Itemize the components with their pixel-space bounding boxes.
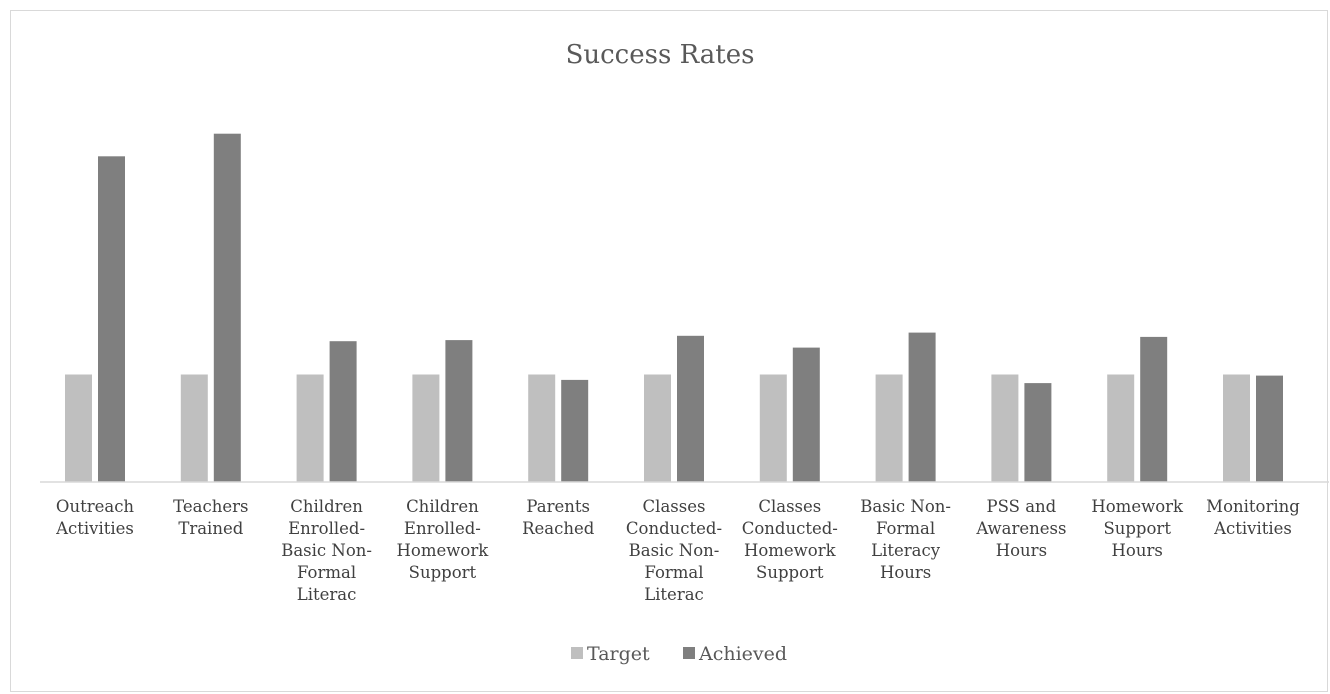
chart-title: Success Rates: [566, 40, 755, 70]
x-tick-label: Children Enrolled- Homework Support: [397, 497, 490, 582]
x-tick-label-line: Homework: [397, 541, 490, 560]
x-tick-label: Homework Support Hours: [1091, 497, 1184, 560]
bar-achieved-7: [908, 332, 936, 482]
bar-target-3: [412, 374, 440, 482]
legend-swatch-achieved: [683, 647, 695, 659]
x-tick-label-line: Enrolled-: [404, 519, 481, 538]
x-tick-label-line: Activities: [1213, 519, 1292, 538]
bar-target-5: [644, 374, 671, 482]
bar-target-6: [759, 374, 787, 482]
bar-achieved-9: [1140, 336, 1168, 482]
x-tick-label: Children Enrolled- Basic Non- Formal Literac: [281, 497, 372, 604]
bar-target-10: [1223, 374, 1250, 482]
x-tick-label-line: Conducted-: [742, 519, 838, 538]
x-tick-label: Parents Reached: [522, 497, 595, 538]
x-tick-label-line: Trained: [178, 519, 243, 538]
bar-achieved-4: [561, 379, 589, 482]
bar-target-8: [991, 374, 1019, 482]
x-tick-label-line: Reached: [522, 519, 595, 538]
legend-label-target: Target: [587, 643, 650, 665]
x-tick-label: Outreach Activities: [55, 497, 134, 538]
x-tick-label-line: Basic Non-: [629, 541, 720, 560]
x-tick-label-line: Outreach: [56, 497, 135, 516]
x-tick-label-line: Teachers: [173, 497, 248, 516]
x-tick-label-line: Support: [409, 563, 477, 582]
x-tick-label-line: Homework: [1091, 497, 1184, 516]
legend-swatch-target: [571, 647, 583, 659]
x-tick-label-line: Basic Non-: [281, 541, 372, 560]
x-tick-label-line: Children: [406, 497, 479, 516]
x-tick-label-line: Support: [1103, 519, 1171, 538]
bar-target-0: [65, 374, 92, 482]
x-tick-label-line: Hours: [996, 541, 1047, 560]
x-tick-label-line: Children: [290, 497, 363, 516]
bar-achieved-2: [329, 341, 357, 482]
x-tick-label-line: Literacy: [871, 541, 941, 560]
x-tick-label-line: Monitoring: [1206, 497, 1300, 516]
bar-achieved-10: [1256, 375, 1283, 482]
chart-frame: Success Rates Outreach Activities Teachers…: [10, 10, 1329, 692]
x-tick-label: Classes Conducted- Homework Support: [742, 497, 838, 582]
x-tick-label-line: Enrolled-: [288, 519, 365, 538]
x-tick-label-line: Parents: [526, 497, 590, 516]
x-tick-label-line: Literac: [297, 585, 357, 604]
bar-target-2: [296, 374, 324, 482]
legend: Target Achieved: [571, 643, 787, 665]
x-tick-label: Teachers Trained: [173, 497, 248, 538]
x-tick-label-line: Activities: [55, 519, 134, 538]
bar-achieved-6: [792, 347, 820, 482]
x-tick-label-line: Conducted-: [626, 519, 722, 538]
bars-group: [65, 133, 1283, 483]
chart: Success Rates Outreach Activities Teachers…: [40, 40, 1329, 665]
bar-achieved-3: [445, 340, 473, 482]
x-tick-label-line: Hours: [880, 563, 931, 582]
x-tick-label-line: Literac: [644, 585, 704, 604]
bar-achieved-0: [98, 156, 125, 483]
x-tick-label-line: Formal: [644, 563, 703, 582]
x-tick-label-line: PSS and: [987, 497, 1057, 516]
x-tick-label-line: Classes: [643, 497, 706, 516]
x-tick-label-line: Formal: [297, 563, 356, 582]
x-tick-label: Monitoring Activities: [1206, 497, 1300, 538]
bar-achieved-8: [1024, 383, 1052, 482]
x-tick-label-line: Homework: [744, 541, 837, 560]
bar-achieved-5: [677, 335, 704, 482]
x-tick-label: Basic Non- Formal Literacy Hours: [860, 497, 951, 582]
x-tick-label: PSS and Awareness Hours: [975, 497, 1066, 560]
bar-target-7: [875, 374, 903, 482]
bar-target-1: [180, 374, 208, 482]
legend-label-achieved: Achieved: [698, 643, 787, 665]
bar-achieved-1: [213, 133, 241, 482]
x-tick-label-line: Hours: [1112, 541, 1163, 560]
x-tick-label-line: Formal: [876, 519, 935, 538]
x-tick-label-line: Awareness: [975, 519, 1066, 538]
bar-target-4: [528, 374, 556, 482]
x-tick-label: Classes Conducted- Basic Non- Formal Literac: [626, 497, 722, 604]
x-tick-label-line: Basic Non-: [860, 497, 951, 516]
x-tick-labels: Outreach Activities Teachers Trained Childre…: [55, 497, 1300, 604]
x-tick-label-line: Support: [756, 563, 824, 582]
bar-target-9: [1107, 374, 1135, 482]
x-tick-label-line: Classes: [758, 497, 821, 516]
